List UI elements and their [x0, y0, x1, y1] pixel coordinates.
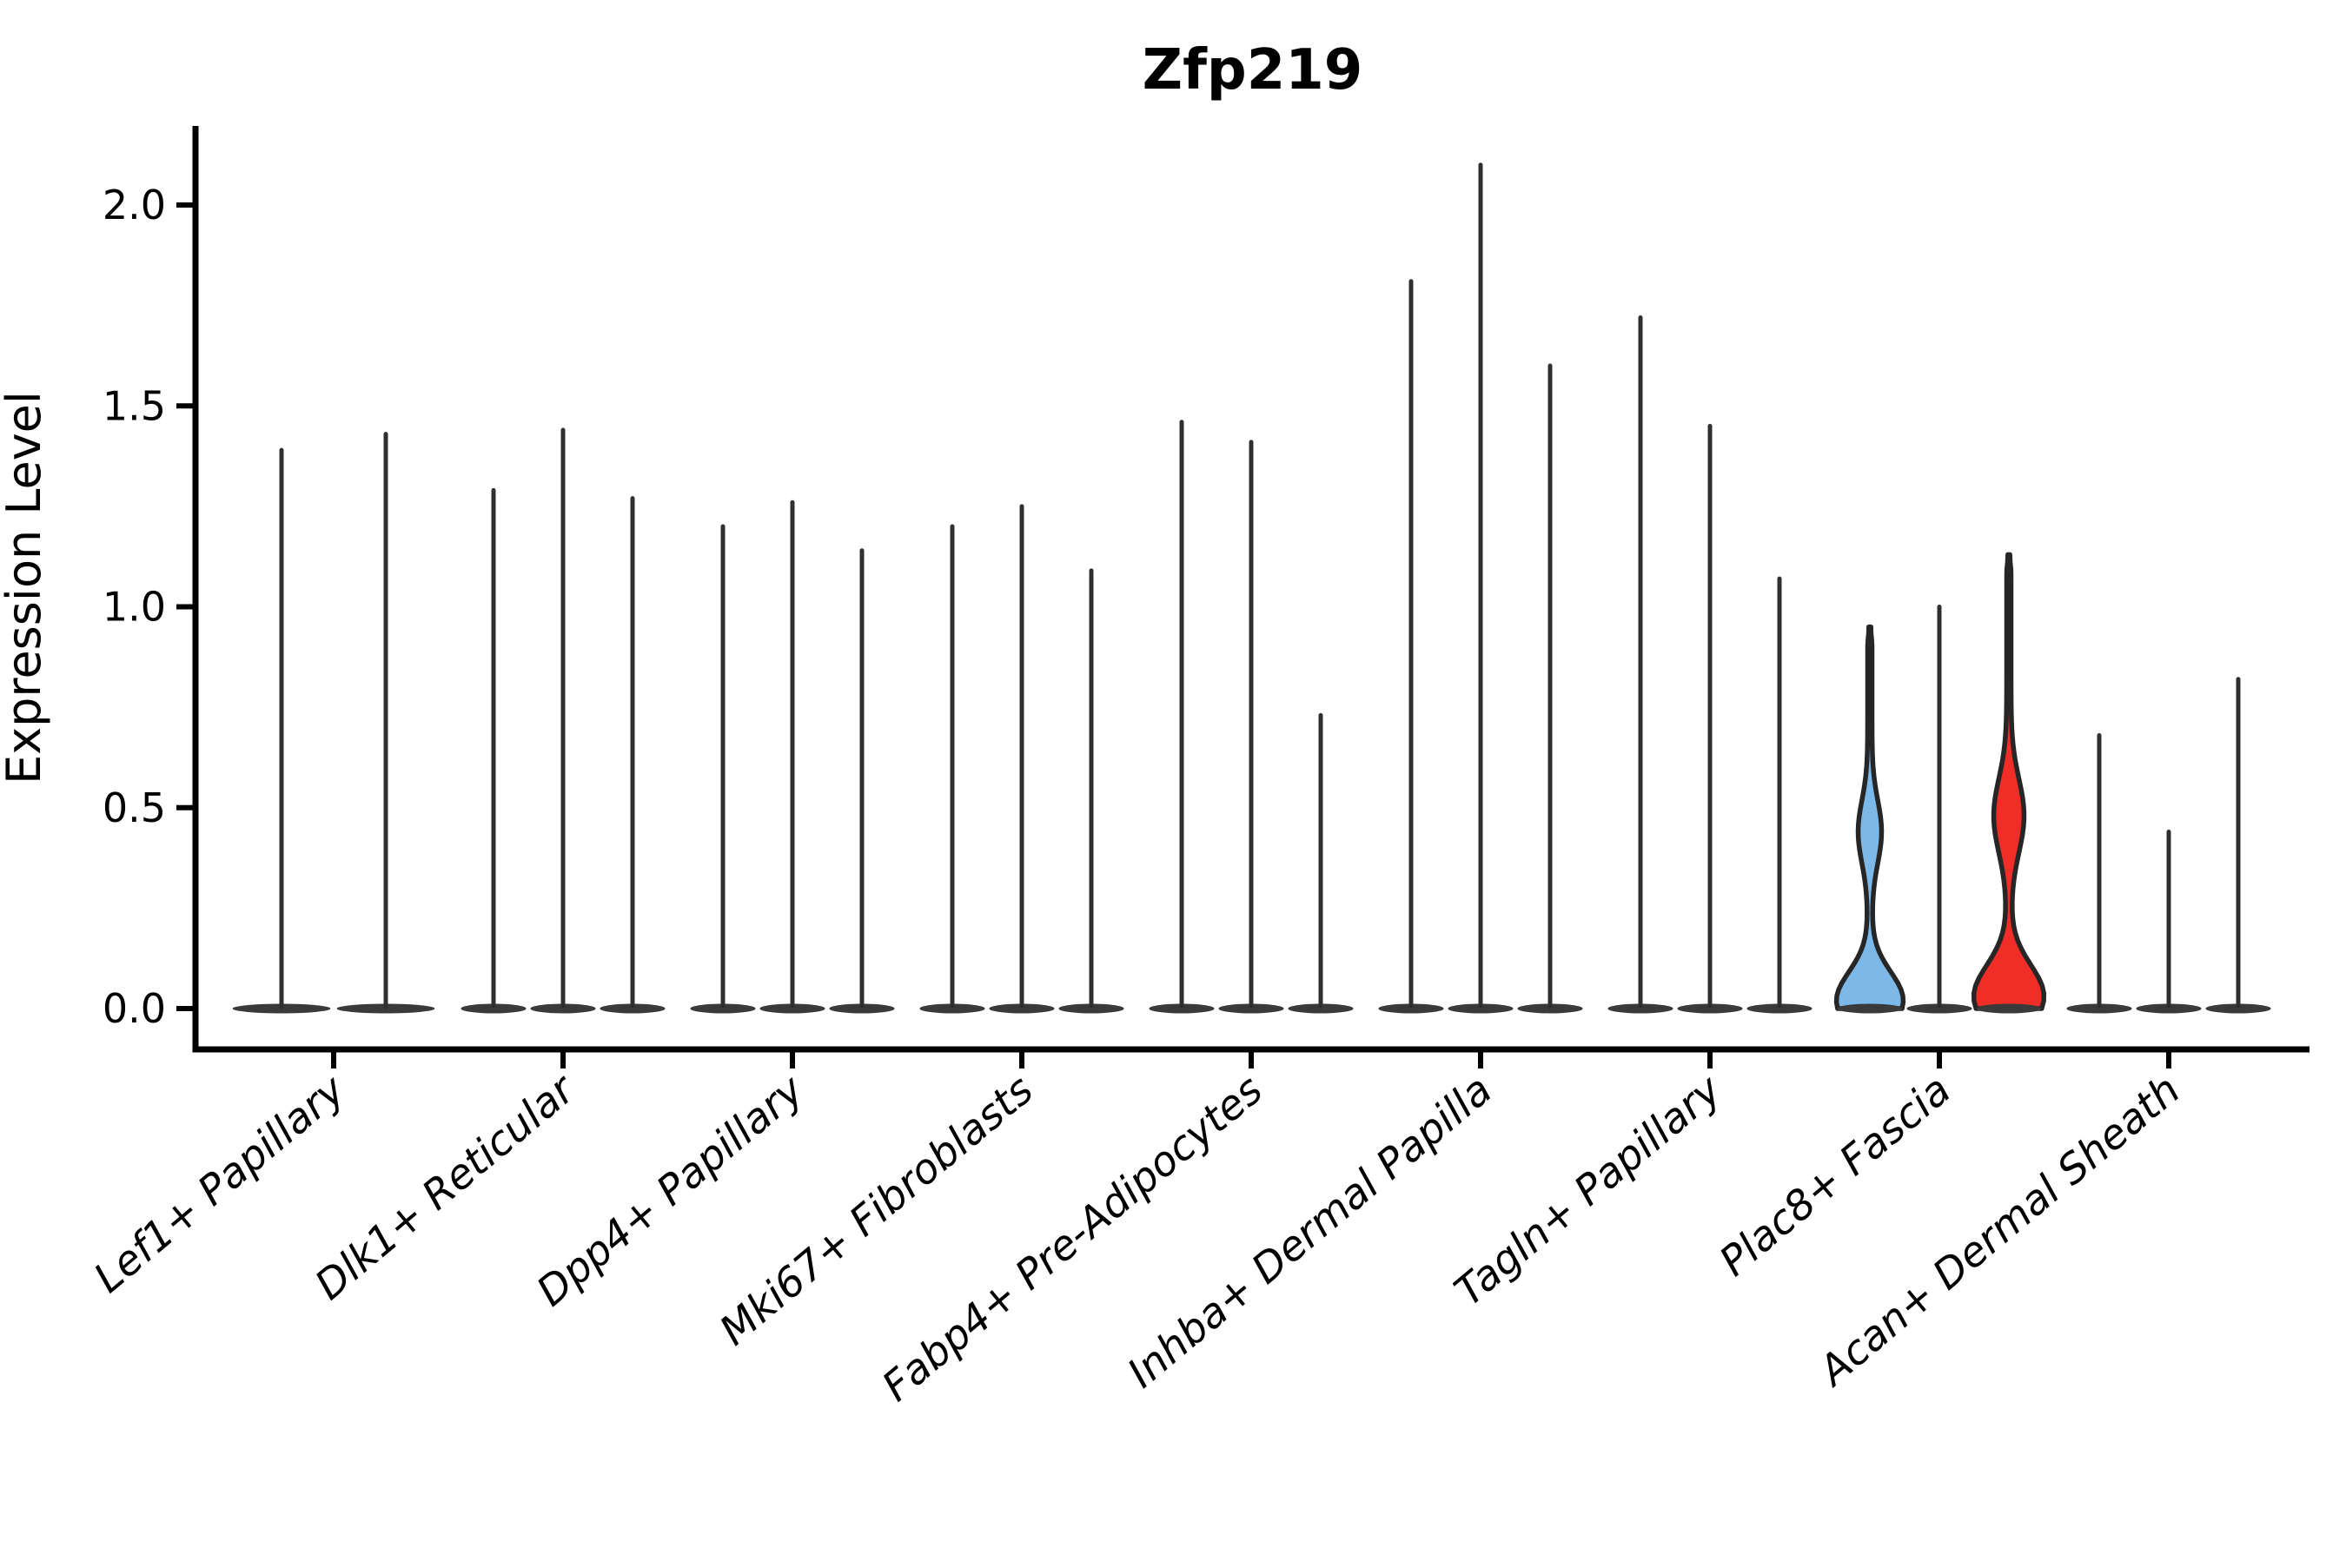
- violin-filled-red: [1971, 552, 2047, 1011]
- x-tick-label: Fabp4+ Pre-Adipocytes: [873, 1066, 1272, 1411]
- y-tick-label: 0.5: [103, 784, 166, 831]
- y-axis-label: Expression Level: [0, 391, 51, 784]
- y-tick-label: 1.0: [103, 584, 166, 631]
- y-tick-label: 0.0: [103, 985, 166, 1032]
- chart-title: Zfp219: [1143, 38, 1363, 103]
- x-tick-label: Plac8+ Fascia: [1711, 1066, 1960, 1286]
- y-tick-label: 2.0: [103, 182, 166, 228]
- violin-baseline-blob: [1976, 1003, 2042, 1014]
- violin-baseline-blob: [1837, 1003, 1903, 1014]
- x-tick-label: Acan+ Dermal Sheath: [1808, 1066, 2190, 1397]
- violin-filled-blue: [1833, 624, 1906, 1011]
- y-tick-label: 1.5: [103, 382, 166, 429]
- x-tick-label: Inhba+ Dermal Papilla: [1119, 1066, 1501, 1398]
